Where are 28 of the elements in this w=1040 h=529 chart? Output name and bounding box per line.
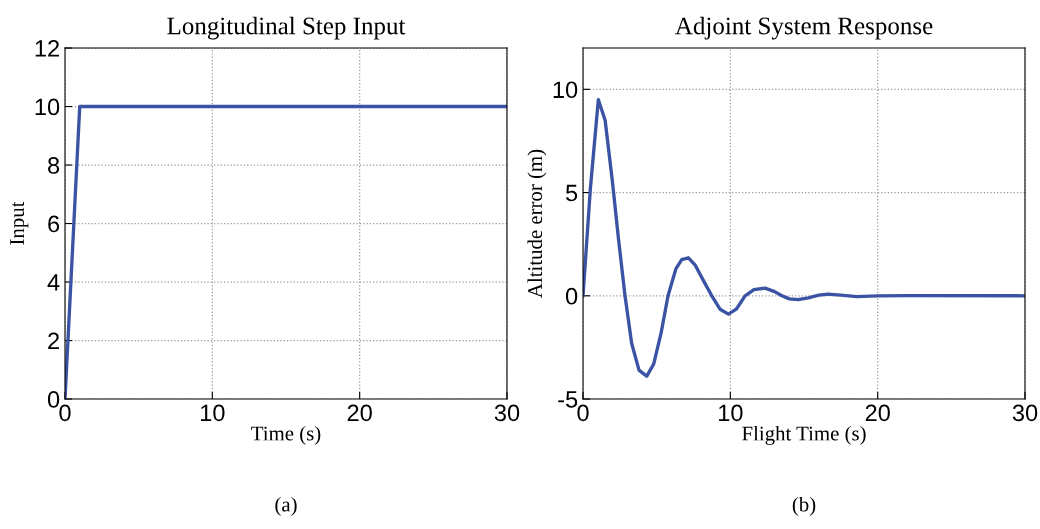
x-tick-label: 10 [719,404,743,422]
y-tick-label: 4 [47,274,60,291]
text: (a) [275,496,297,516]
y-tick-label: 12 [35,40,59,57]
y-tick-label: 10 [35,98,60,116]
x-tick-label: 20 [347,404,372,422]
x-axis-title: Time (s) [251,425,321,445]
chart-title: Longitudinal Step Input [167,16,406,40]
y-tick-label: 0 [565,287,578,305]
x-tick-label: 0 [577,404,589,422]
text: (b) [792,496,816,516]
y-axis-title: Altitude error (m) [527,149,547,298]
x-tick-label: 10 [201,404,225,422]
y-tick-label: -5 [558,391,578,408]
y-tick-label: 5 [565,184,578,202]
y-tick-label: 2 [48,332,59,350]
y-tick-label: 6 [48,215,60,233]
chart-title: Adjoint System Response [675,16,933,40]
y-axis-title: Input [10,201,29,245]
line-series [583,97,1026,378]
x-tick-label: 20 [865,404,890,422]
y-tick-label: 0 [47,391,60,408]
x-tick-label: 30 [494,404,520,422]
y-tick-label: 8 [48,157,60,174]
y-tick-label: 10 [553,81,578,99]
x-tick-label: 0 [59,404,71,422]
x-axis-title: Flight Time (s) [742,425,866,445]
x-tick-label: 30 [1012,404,1038,422]
